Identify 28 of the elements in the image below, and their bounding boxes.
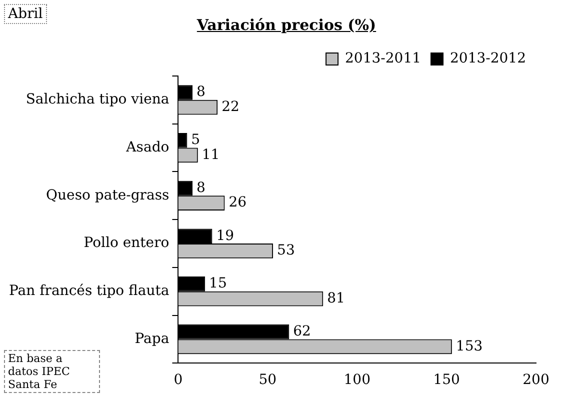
data-label: 22 [222, 98, 240, 115]
y-tick-label: Asado [125, 139, 170, 156]
legend-label: 2013-2011 [345, 50, 422, 67]
data-label: 5 [191, 132, 200, 148]
y-tick-label: Pollo entero [84, 235, 170, 252]
data-label: 53 [277, 242, 295, 259]
x-tick-label: 50 [258, 372, 277, 388]
data-label: 19 [216, 228, 234, 244]
x-tick-label: 0 [174, 372, 183, 388]
data-label: 62 [293, 323, 311, 340]
data-label: 153 [456, 338, 483, 354]
chart-title: Variación precios (%) [196, 16, 376, 34]
x-tick-label: 150 [433, 372, 460, 388]
data-label: 8 [196, 180, 206, 196]
y-tick-label: Queso pate-grass [46, 187, 170, 204]
text: En base a datos IPEC Santa Fe [4, 350, 100, 393]
text: Abril [4, 4, 47, 24]
y-tick-label: Salchicha tipo viena [26, 92, 170, 108]
legend-label: 2013-2012 [450, 50, 526, 67]
data-label: 15 [209, 276, 227, 292]
data-label: 26 [228, 194, 247, 211]
y-tick-label: Papa [134, 330, 170, 347]
x-tick-label: 200 [522, 372, 550, 388]
data-label: 81 [327, 290, 345, 306]
y-tick-label: Pan francés tipo flauta [8, 283, 170, 300]
data-label: 8 [196, 84, 206, 100]
x-tick-label: 100 [344, 372, 370, 388]
data-label: 11 [202, 146, 220, 163]
